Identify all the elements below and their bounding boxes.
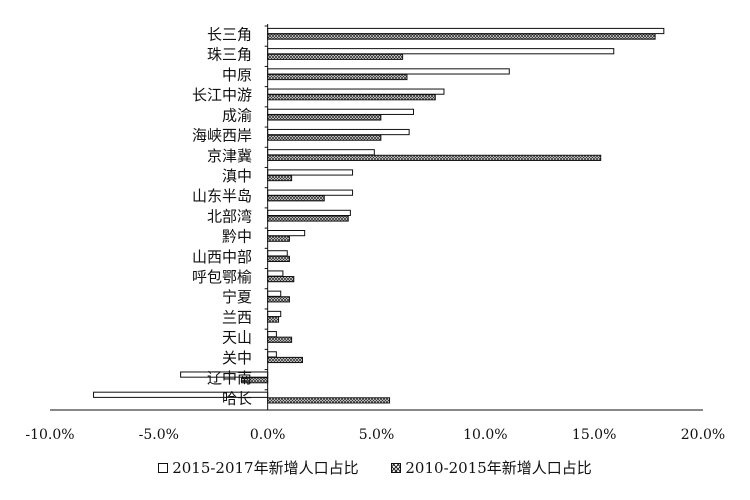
bar-2010-2015-1 [267,53,404,60]
bar-2010-2015-5 [267,134,382,141]
bar-2015-2017-2 [267,68,510,75]
bar-2010-2015-0 [267,33,656,40]
category-label-18: 哈长 [222,389,252,407]
category-label-13: 宁夏 [222,288,252,306]
category-label-0: 长三角 [207,26,252,44]
bar-2010-2015-3 [267,94,436,101]
bar-2010-2015-2 [267,73,408,81]
category-labels-group: 长三角珠三角中原长江中游成渝海峡西岸京津冀滇中山东半岛北部湾黔中山西中部呼包鄂榆… [192,26,252,408]
bar-2010-2015-14 [267,316,280,323]
bar-2010-2015-6 [267,154,602,161]
bar-2010-2015-16 [267,356,303,364]
bar-2015-2017-14 [267,310,282,318]
x-tick-label-4: 10.0% [463,427,507,443]
legend-label-2010-2015: 2010-2015年新增人口占比 [405,459,592,477]
category-label-7: 滇中 [222,167,252,185]
x-tick-label-2: 0.0% [250,427,286,443]
category-label-3: 长江中游 [192,86,252,104]
category-label-8: 山东半岛 [192,187,252,205]
bar-2010-2015-15 [267,336,293,343]
x-tick-label-0: -10.0% [25,427,74,443]
bar-2010-2015-7 [267,174,293,182]
bar-2015-2017-8 [267,189,354,196]
bar-2015-2017-4 [267,108,415,115]
legend-item-2010-2015: 2010-2015年新增人口占比 [391,457,592,478]
bar-2015-2017-15 [267,331,277,338]
bar-2015-2017-11 [267,250,288,257]
category-label-9: 北部湾 [207,207,252,225]
category-label-15: 天山 [222,329,252,347]
category-label-10: 黔中 [222,228,252,246]
bar-2010-2015-10 [267,235,290,242]
category-label-2: 中原 [222,66,252,84]
category-label-6: 京津冀 [207,147,252,165]
bar-2015-2017-16 [267,351,277,358]
x-tick-labels-group: -10.0% -5.0% 0.0% 5.0% 10.0% 15.0% 20.0% [25,427,725,443]
bar-2015-2017-7 [267,169,354,176]
legend-label-2015-2017: 2015-2017年新增人口占比 [172,459,359,477]
bars-group [93,27,665,404]
category-label-12: 呼包鄂榆 [192,268,252,286]
legend-swatch-hollow [158,462,169,473]
bar-2010-2015-12 [267,276,295,283]
bar-2015-2017-9 [267,209,351,216]
bar-2015-2017-1 [267,48,615,55]
bar-2010-2015-9 [267,215,349,222]
bar-2015-2017-0 [267,27,665,35]
bar-2015-2017-13 [267,290,282,297]
bar-2015-2017-5 [267,128,410,136]
category-label-11: 山西中部 [192,248,252,266]
legend-swatch-hatched [391,462,402,473]
bar-2010-2015-4 [267,114,382,121]
category-label-4: 成渝 [222,106,252,124]
bar-2015-2017-6 [267,149,375,156]
bar-2015-2017-3 [267,88,445,95]
axes-group [50,24,703,411]
bar-2010-2015-8 [267,195,325,202]
category-label-14: 兰西 [222,308,252,326]
x-tick-label-5: 15.0% [572,427,616,443]
x-tick-label-3: 5.0% [359,427,395,443]
bar-2015-2017-12 [267,270,284,277]
legend: 2015-2017年新增人口占比 2010-2015年新增人口占比 [0,457,750,478]
x-tick-label-6: 20.0% [681,427,725,443]
bar-2015-2017-10 [267,230,306,237]
bar-2010-2015-13 [267,296,290,303]
bar-2010-2015-18 [267,397,391,404]
legend-item-2015-2017: 2015-2017年新增人口占比 [158,457,359,478]
category-label-1: 珠三角 [207,46,252,64]
bar-2010-2015-11 [267,255,290,263]
category-label-17: 辽中南 [207,369,252,387]
x-tick-label-1: -5.0% [139,427,179,443]
category-label-16: 关中 [222,349,252,367]
category-label-5: 海峡西岸 [192,127,252,145]
